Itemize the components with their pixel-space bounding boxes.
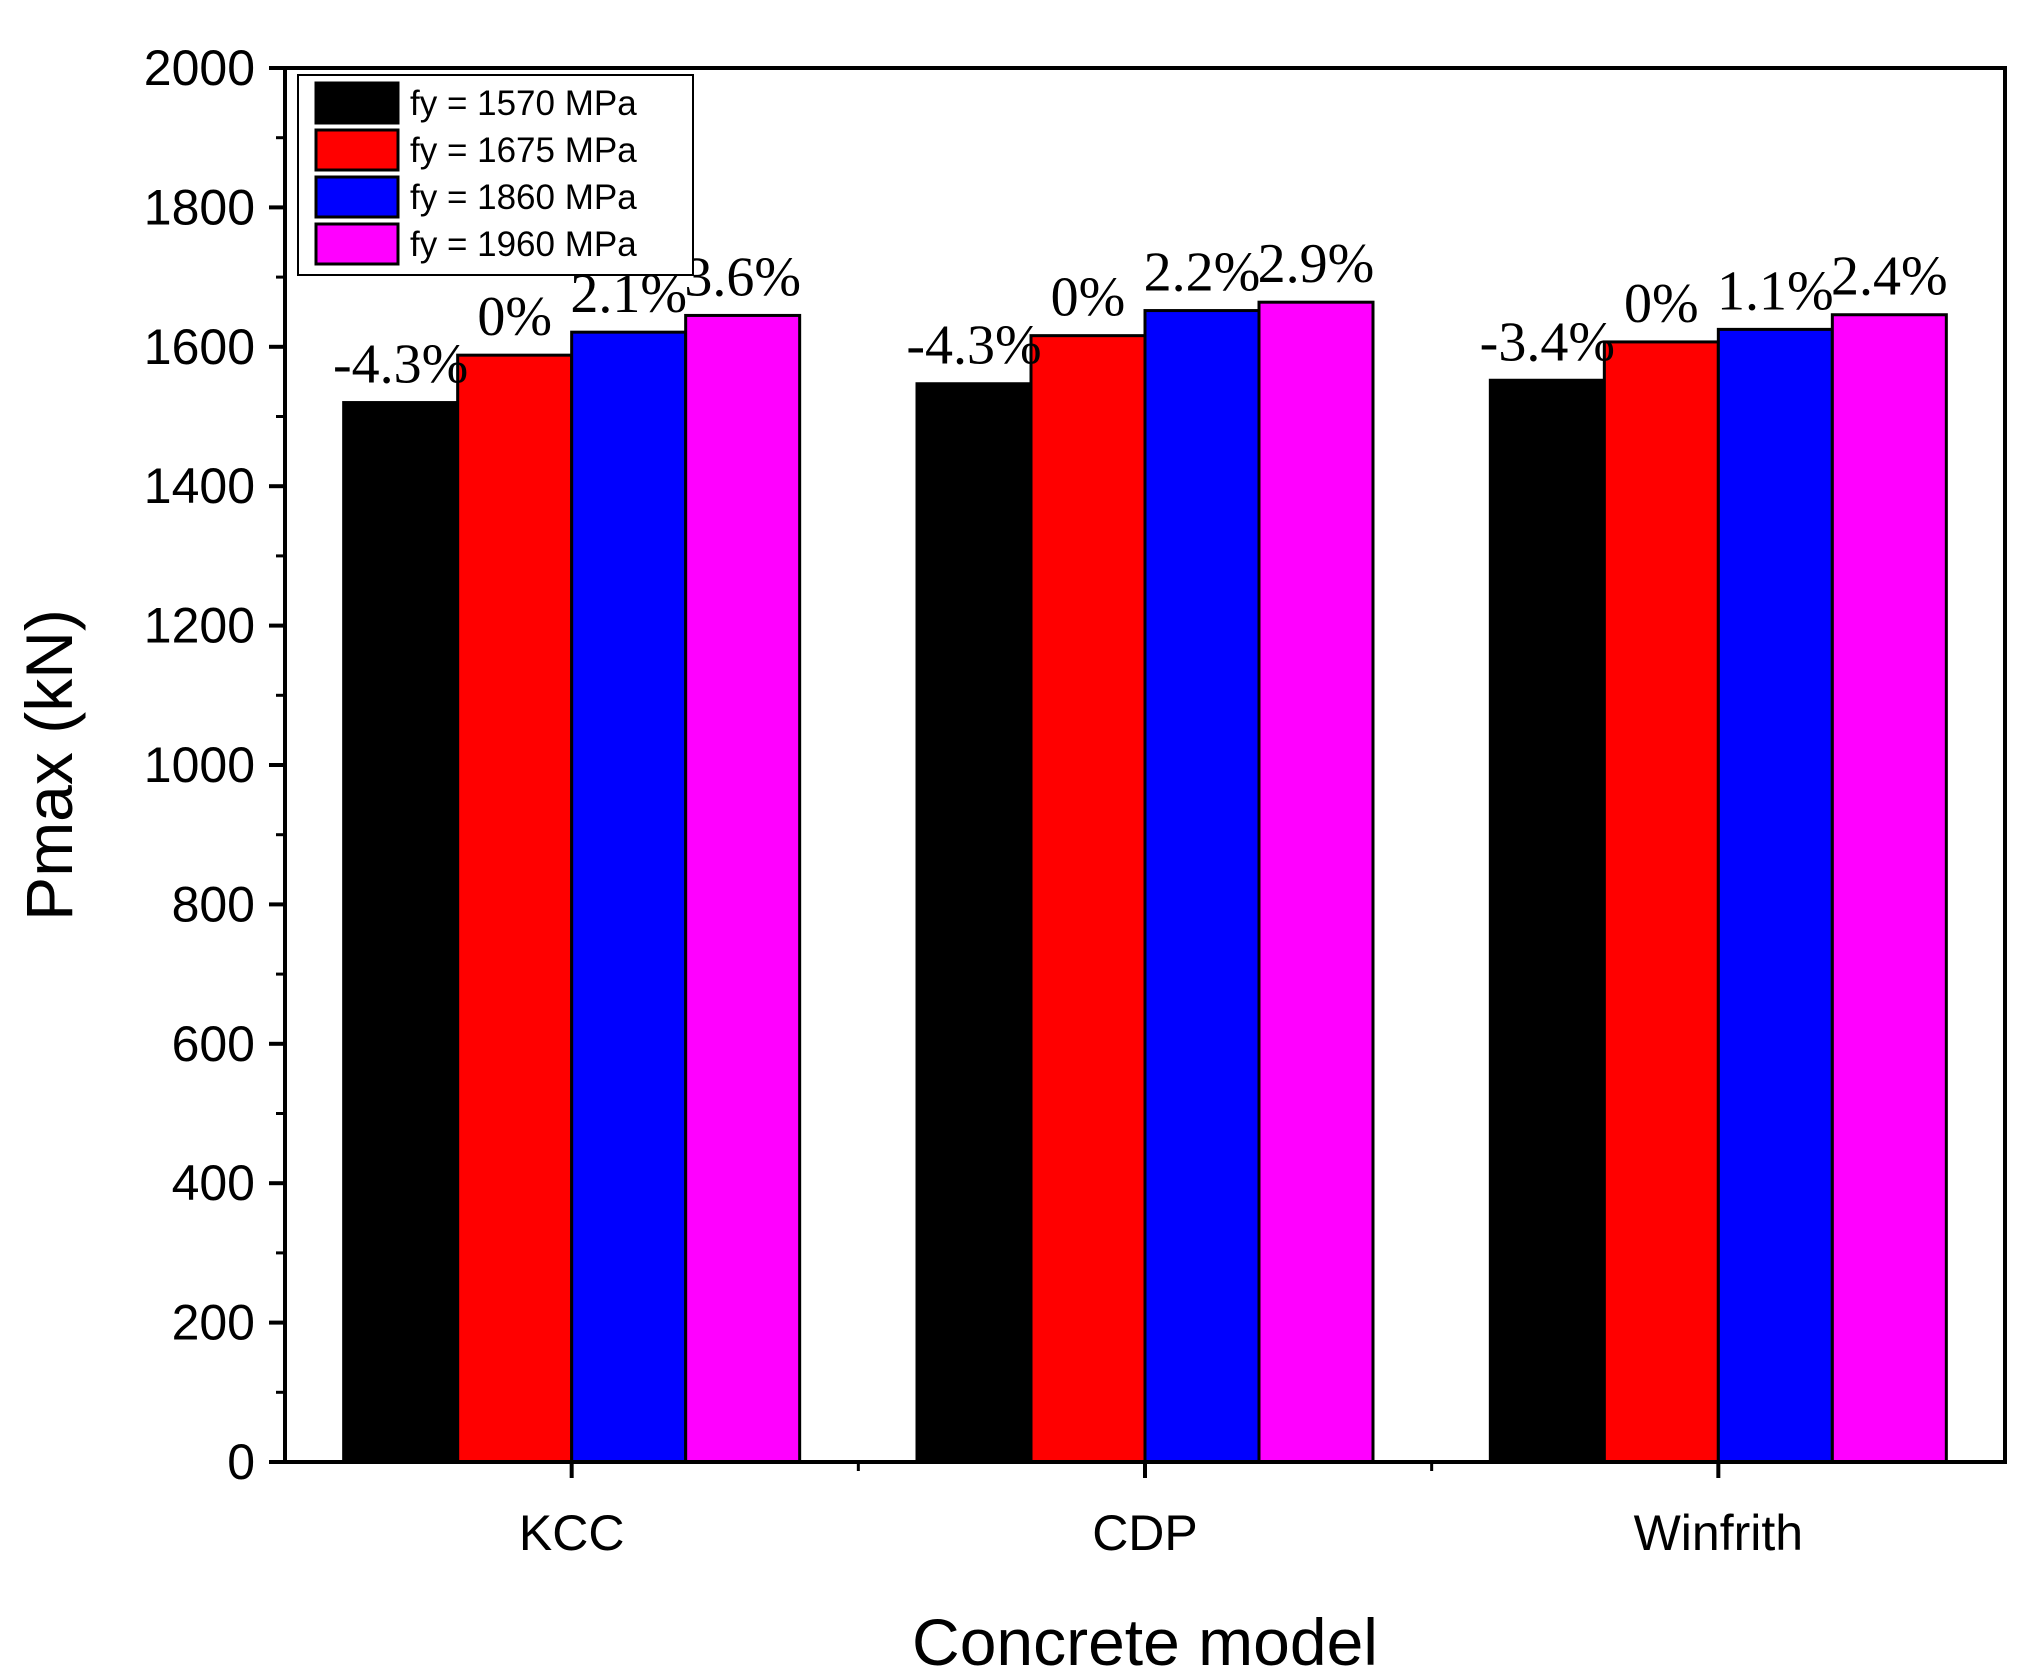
x-tick-label: KCC xyxy=(519,1505,625,1561)
legend-swatch xyxy=(314,81,400,125)
bar xyxy=(342,401,460,1464)
bar-data-label: 0% xyxy=(1624,273,1699,335)
bar-data-label: 2.4% xyxy=(1831,246,1948,308)
bar-data-label: 0% xyxy=(477,286,552,348)
y-axis-title: Pmax (kN) xyxy=(12,609,86,921)
x-tick-label: CDP xyxy=(1092,1505,1198,1561)
y-tick-label: 1600 xyxy=(144,319,255,375)
y-tick-label: 600 xyxy=(172,1016,255,1072)
bar-data-label: 2.2% xyxy=(1144,242,1261,304)
y-tick-label: 1200 xyxy=(144,598,255,654)
y-tick-label: 800 xyxy=(172,876,255,932)
legend-swatch xyxy=(314,222,400,266)
bar xyxy=(1830,313,1948,1464)
y-tick-label: 1400 xyxy=(144,458,255,514)
legend-swatch xyxy=(314,175,400,219)
y-tick-label: 400 xyxy=(172,1155,255,1211)
bar-data-label: -3.4% xyxy=(1480,311,1615,373)
legend-swatch xyxy=(314,128,400,172)
bar xyxy=(1143,309,1261,1464)
y-tick-label: 1000 xyxy=(144,737,255,793)
bar-data-label: -4.3% xyxy=(333,334,468,396)
bar-data-label: -4.3% xyxy=(906,315,1041,377)
bar xyxy=(1257,300,1375,1464)
x-tick-label: Winfrith xyxy=(1634,1505,1803,1561)
bar xyxy=(1029,334,1147,1464)
y-tick-label: 0 xyxy=(227,1434,255,1490)
legend-label: fy = 1960 MPa xyxy=(410,225,637,264)
bar xyxy=(1488,378,1606,1464)
y-tick-label: 1800 xyxy=(144,179,255,235)
y-tick-label: 200 xyxy=(172,1295,255,1351)
legend: fy = 1570 MPa fy = 1675 MPa fy = 1860 MPa f… xyxy=(297,74,694,276)
bar-data-label: 3.6% xyxy=(684,246,801,308)
bar xyxy=(570,330,688,1464)
bar xyxy=(684,313,802,1464)
y-tick-label: 2000 xyxy=(144,40,255,96)
bar-data-label: 0% xyxy=(1051,267,1126,329)
bar xyxy=(1716,327,1834,1464)
legend-label: fy = 1570 MPa xyxy=(410,84,637,123)
x-axis-title: Concrete model xyxy=(912,1605,1378,1679)
legend-label: fy = 1860 MPa xyxy=(410,178,637,217)
bar-data-label: 1.1% xyxy=(1717,260,1834,322)
bars-layer xyxy=(342,300,1948,1464)
bar xyxy=(456,353,574,1464)
bar xyxy=(1602,340,1720,1464)
legend-label: fy = 1675 MPa xyxy=(410,131,637,170)
bar-data-label: 2.9% xyxy=(1258,233,1375,295)
bar xyxy=(915,382,1033,1464)
axes-layer: 0 200 400 600 800 1000 1200 1400 1600 1800 2000 KCC… xyxy=(144,40,1803,1561)
